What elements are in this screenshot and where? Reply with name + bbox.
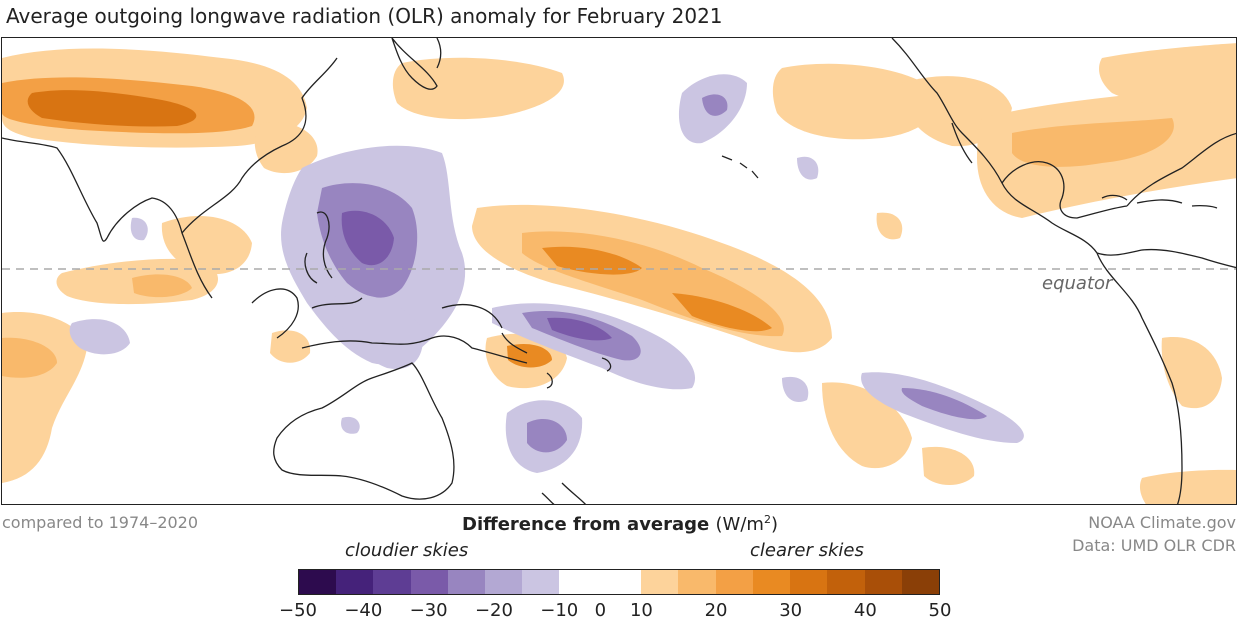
legend-swatch xyxy=(336,570,374,594)
legend-swatch xyxy=(864,570,902,594)
legend-tick-label: 30 xyxy=(779,600,803,621)
anomaly-region xyxy=(507,343,552,368)
legend-swatch xyxy=(641,570,679,594)
coastline-hawaii xyxy=(721,155,759,179)
legend-tick-label: −30 xyxy=(409,600,448,621)
legend-tick-label: 0 xyxy=(594,600,607,621)
legend-swatch xyxy=(485,570,523,594)
legend-swatch xyxy=(901,570,939,594)
coastline-philippines xyxy=(304,211,333,284)
anomaly-region xyxy=(69,319,130,355)
cloudier-label: cloudier skies xyxy=(345,540,469,561)
negative-anomaly-regions xyxy=(69,74,1024,473)
anomaly-region xyxy=(542,246,642,275)
anomaly-region xyxy=(392,57,564,120)
anomaly-region xyxy=(922,446,975,485)
chart-title: Average outgoing longwave radiation (OLR… xyxy=(6,4,723,28)
baseline-note: compared to 1974–2020 xyxy=(2,513,199,532)
legend-title: Difference from average (W/m2) xyxy=(0,513,1240,535)
coastline-caribbean xyxy=(1101,194,1218,209)
legend-title-main: Difference from average xyxy=(462,514,710,535)
coastline-japan xyxy=(391,38,442,90)
legend-tick-label: −10 xyxy=(540,600,579,621)
anomaly-region xyxy=(901,388,987,420)
legend-swatch xyxy=(715,570,753,594)
anomaly-region xyxy=(1012,118,1174,167)
legend-title-unit: (W/m2) xyxy=(715,513,778,535)
legend-swatch xyxy=(678,570,716,594)
coastline-north-america xyxy=(891,38,1098,254)
coastline-australia xyxy=(273,362,455,500)
anomaly-region xyxy=(270,330,311,363)
anomaly-region xyxy=(1161,337,1222,409)
anomaly-region xyxy=(527,419,567,453)
anomaly-region xyxy=(797,156,819,180)
olr-map-canvas xyxy=(2,38,1236,504)
legend-ticks: −50 −40 −30 −20 −10 0 10 20 30 40 50 xyxy=(0,600,1240,628)
anomaly-region xyxy=(1099,43,1236,105)
anomaly-region xyxy=(254,122,318,174)
coastline-maritime xyxy=(251,288,528,364)
legend-unit-suffix: ) xyxy=(770,514,778,535)
legend-swatch-zero xyxy=(559,570,642,594)
legend-tick-label: 40 xyxy=(853,600,877,621)
coastline-baja xyxy=(951,122,973,164)
anomaly-region xyxy=(1139,469,1236,504)
coastline-new-zealand xyxy=(541,482,587,504)
coastline-gulf xyxy=(1001,132,1236,219)
anomaly-region xyxy=(341,210,394,266)
legend-swatch xyxy=(790,570,828,594)
anomaly-region xyxy=(332,294,423,369)
legend-swatch xyxy=(522,570,560,594)
legend-swatch xyxy=(410,570,448,594)
anomaly-region xyxy=(27,90,197,127)
legend-swatch xyxy=(752,570,791,594)
credit-source: NOAA Climate.gov xyxy=(1088,513,1236,532)
anomaly-region xyxy=(132,274,192,298)
anomaly-region xyxy=(702,94,728,116)
legend-swatch xyxy=(373,570,411,594)
anomaly-region xyxy=(876,212,903,240)
coastline-east-asia xyxy=(181,57,338,234)
anomaly-region xyxy=(672,293,772,332)
legend-tick-label: −20 xyxy=(474,600,513,621)
anomaly-region xyxy=(2,337,57,378)
anomaly-region xyxy=(547,317,612,341)
coastline-new-guinea xyxy=(441,304,528,354)
legend-unit-exponent: 2 xyxy=(763,513,771,526)
legend-tick-label: 20 xyxy=(704,600,728,621)
legend-tick-label: 50 xyxy=(928,600,952,621)
anomaly-region xyxy=(782,376,809,402)
equator-label: equator xyxy=(1042,273,1113,294)
coastlines xyxy=(2,38,1236,504)
anomaly-region xyxy=(130,217,148,241)
positive-anomaly-regions xyxy=(2,43,1236,504)
legend-swatch xyxy=(299,570,337,594)
anomaly-region xyxy=(772,63,937,140)
legend-colorbar xyxy=(298,569,940,595)
clearer-label: clearer skies xyxy=(750,540,864,561)
anomaly-region xyxy=(341,416,360,434)
legend-tick-label: 10 xyxy=(629,600,653,621)
legend-unit-prefix: (W/m xyxy=(715,514,764,535)
legend-swatch xyxy=(827,570,865,594)
legend-swatch xyxy=(447,570,486,594)
olr-map xyxy=(1,37,1237,505)
legend-tick-label: −50 xyxy=(279,600,317,621)
credit-data: Data: UMD OLR CDR xyxy=(1072,536,1236,555)
coastline-asia-india xyxy=(2,137,213,299)
coastline-south-america xyxy=(1096,248,1236,504)
coastline-fiji xyxy=(546,357,612,389)
legend-tick-label: −40 xyxy=(344,600,383,621)
